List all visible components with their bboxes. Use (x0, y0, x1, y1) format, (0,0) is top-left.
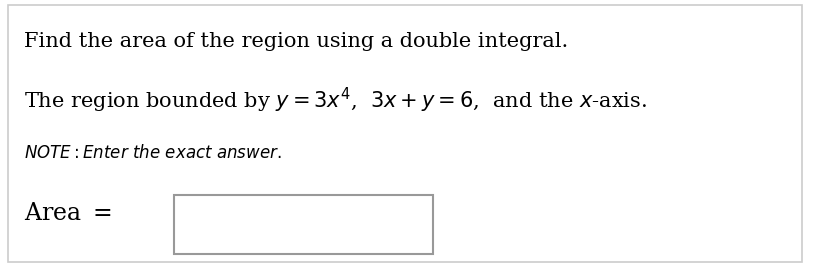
Text: Find the area of the region using a double integral.: Find the area of the region using a doub… (25, 32, 569, 51)
FancyBboxPatch shape (174, 195, 434, 254)
Text: The region bounded by $y = 3x^4$,  $3x + y = 6$,  and the $x$-axis.: The region bounded by $y = 3x^4$, $3x + … (25, 85, 647, 115)
Text: $\it{NOTE: Enter\ the\ exact\ answer.}$: $\it{NOTE: Enter\ the\ exact\ answer.}$ (25, 144, 282, 162)
Text: Area $=$: Area $=$ (25, 202, 112, 225)
FancyBboxPatch shape (8, 5, 802, 262)
